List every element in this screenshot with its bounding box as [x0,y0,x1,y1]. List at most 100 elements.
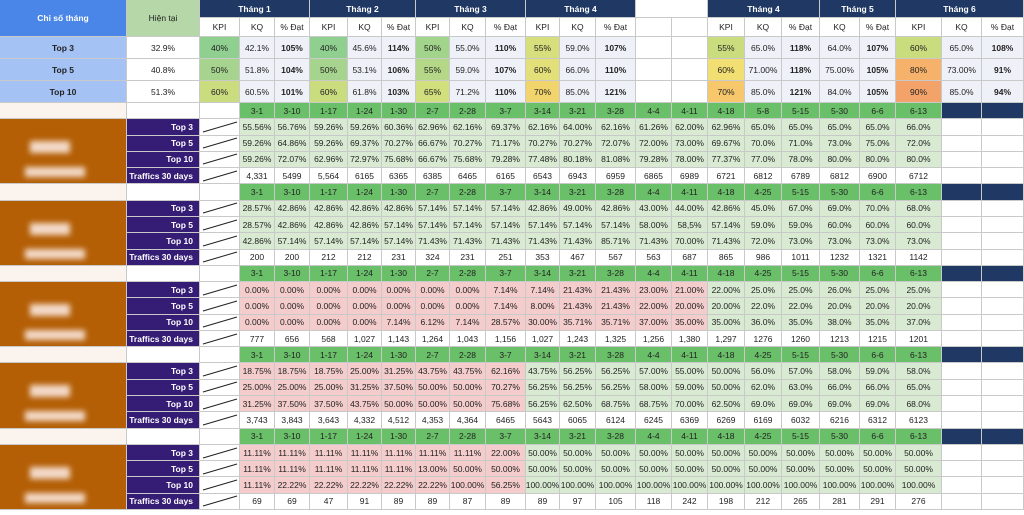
date-header: 1-17 [310,347,348,364]
rate-cell: 75.68% [382,151,416,169]
rate-cell: 25.00% [240,379,275,397]
rate-cell: 59.00% [672,379,708,397]
rate-cell: 11.11% [240,477,275,494]
sub-header: % Đạt [860,18,896,37]
rate-cell: 68.0% [896,396,942,413]
rate-cell: 70.0% [860,200,896,217]
date-header: 4-25 [745,428,782,445]
slash-cell [200,412,240,429]
image-gap [0,428,127,445]
rate-cell: 78.0% [782,151,820,169]
slash-cell [200,233,240,250]
date-header: 3-28 [596,184,636,201]
redacted-patch [25,492,85,503]
summary-cell: 70% [526,81,560,103]
date-header: 6-6 [860,265,896,283]
summary-cell: 64.0% [820,37,860,59]
rate-cell: 77.48% [526,151,560,169]
date-header: 5-30 [820,103,860,120]
rate-cell: 59.0% [782,216,820,234]
rate-cell: 64.86% [275,135,310,152]
row-label: Top 5 [127,298,200,315]
rate-cell: 42.86% [382,200,416,217]
slash-cell [200,298,240,315]
traffic-cell: 3,743 [240,412,275,429]
blank [982,119,1024,136]
summary-cell: 50% [200,59,240,81]
rate-cell: 21.43% [560,298,596,315]
traffic-cell: 6865 [636,168,672,185]
month-header [636,0,708,18]
summary-cell: 80% [896,59,942,81]
rate-cell: 71.43% [416,233,450,250]
date-header: 3-21 [560,103,596,120]
date-header: 2-28 [450,184,486,201]
rate-cell: 28.57% [240,216,275,234]
rate-cell: 35.0% [860,314,896,331]
date-header: 6-6 [860,428,896,445]
summary-cell: 51.8% [240,59,275,81]
rate-cell: 58.0% [820,363,860,380]
blank [942,216,982,234]
blank [942,168,982,185]
rate-cell: 66.0% [820,379,860,397]
row-label: Top 10 [127,396,200,413]
rate-cell: 57.14% [486,216,526,234]
rate-cell: 65.0% [745,119,782,136]
rate-cell: 57.14% [275,233,310,250]
row-label: Top 5 [127,461,200,478]
blank [200,265,240,283]
date-header: 4-11 [672,265,708,283]
summary-cell: 60% [896,37,942,59]
rate-cell: 100.00% [745,477,782,494]
traffic-cell: 6065 [560,412,596,429]
rate-cell: 56.25% [596,379,636,397]
date-header: 3-1 [240,103,275,120]
redacted-patch [30,466,70,479]
rate-cell: 50.00% [896,444,942,462]
summary-cell: 65% [416,81,450,103]
rate-cell: 50.00% [708,444,745,462]
summary-cell: 55.0% [450,37,486,59]
traffic-cell: 5643 [526,412,560,429]
rate-cell: 73.0% [820,233,860,250]
rate-cell: 79.28% [636,151,672,169]
date-header: 4-4 [636,347,672,364]
blank [982,168,1024,185]
rate-cell: 0.00% [382,298,416,315]
blank [942,493,982,510]
rate-cell: 66.67% [416,135,450,152]
rate-cell: 50.00% [708,379,745,397]
date-header: 4-11 [672,347,708,364]
rate-cell: 71.43% [560,233,596,250]
rate-cell: 25.0% [860,282,896,299]
date-header: 1-24 [348,103,382,120]
row-label: Traffics 30 days [127,330,200,348]
summary-cell: 60% [708,59,745,81]
rate-cell: 20.0% [896,298,942,315]
blank [942,200,982,217]
rate-cell: 79.28% [486,151,526,169]
slash [202,447,238,458]
rate-cell: 67.0% [782,200,820,217]
blank [942,298,982,315]
rate-cell: 11.11% [310,461,348,478]
rate-cell: 62.50% [560,396,596,413]
rate-cell: 44.00% [672,200,708,217]
rate-cell: 80.0% [820,151,860,169]
sub-header: KQ [820,18,860,37]
rate-cell: 22.22% [310,477,348,494]
rate-cell: 50.00% [560,461,596,478]
rate-cell: 57.14% [382,216,416,234]
rate-cell: 72.0% [745,233,782,250]
slash [202,284,238,296]
traffic-cell: 6165 [348,168,382,185]
traffic-cell: 6712 [896,168,942,185]
rate-cell: 70.27% [526,135,560,152]
rate-cell: 62.16% [526,119,560,136]
traffic-cell: 231 [382,249,416,266]
blank [942,282,982,299]
traffic-cell: 1213 [820,330,860,348]
summary-cell: 101% [275,81,310,103]
blank [982,314,1024,331]
